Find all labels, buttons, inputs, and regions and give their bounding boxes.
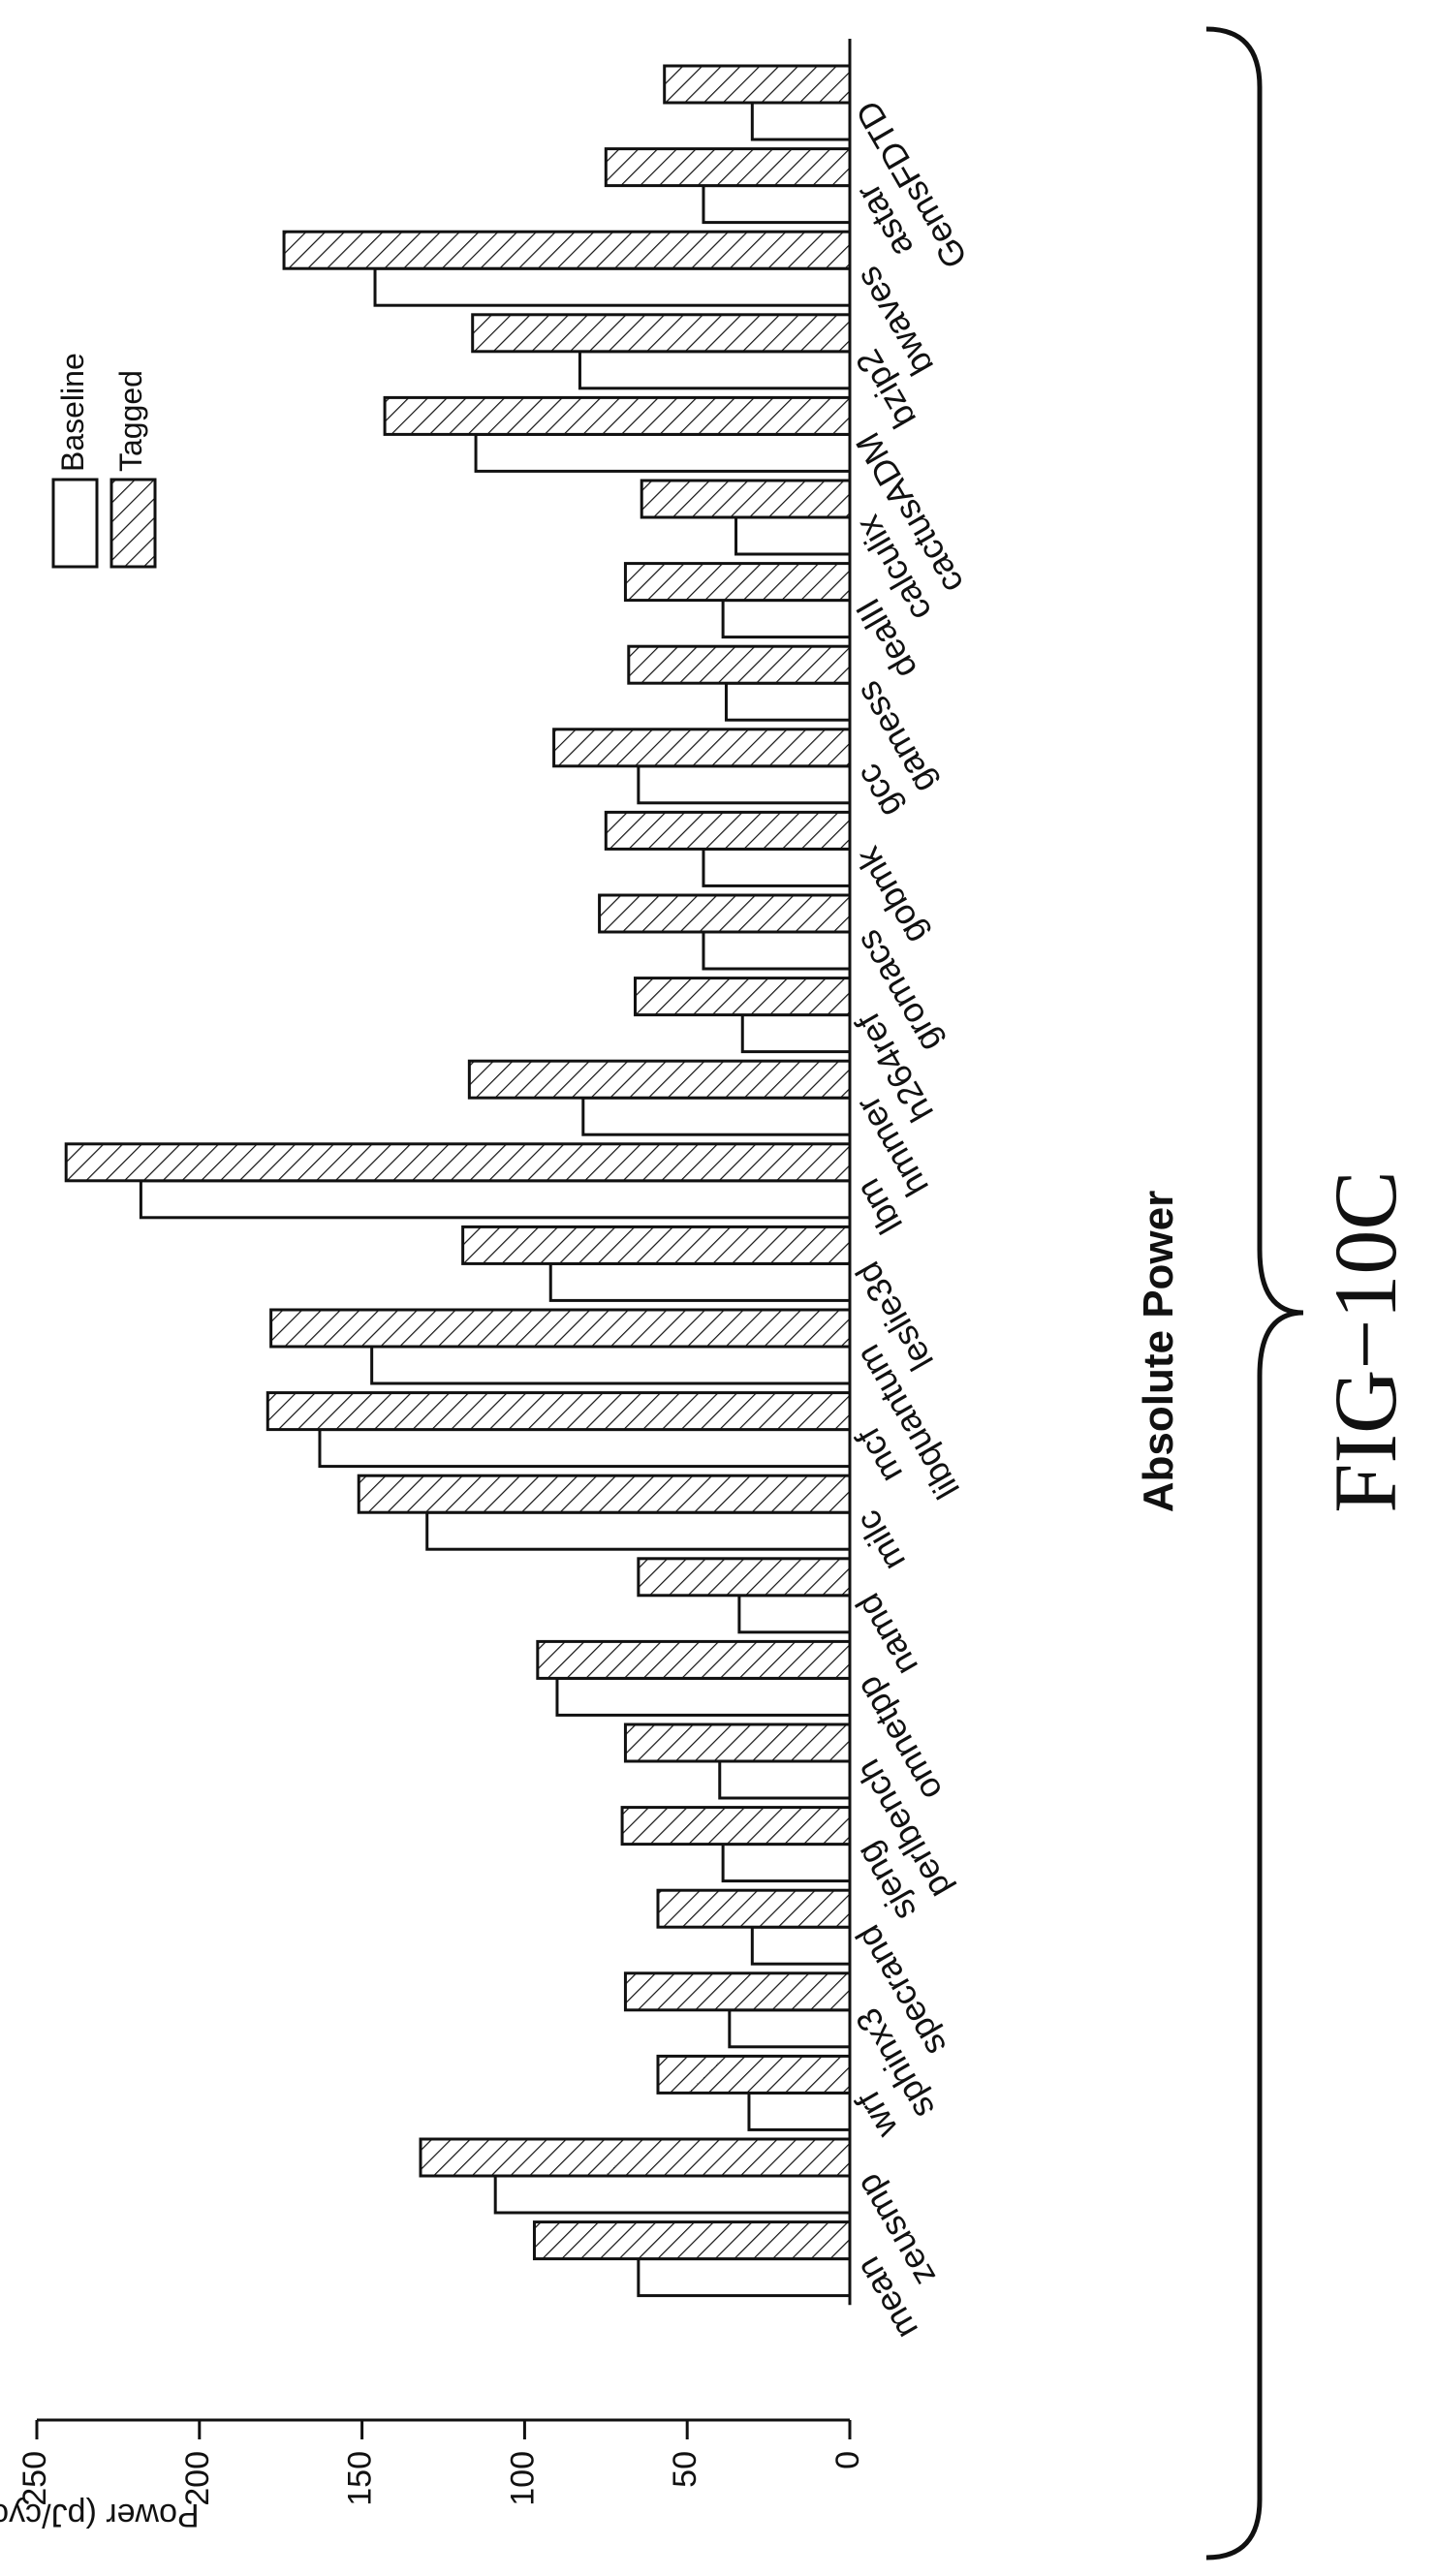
bar-baseline-namd [737,1594,852,1634]
bar-tagged-leslie3d [461,1225,852,1265]
bar-tagged-dealii [623,562,852,603]
category-label: namd [848,1587,926,1682]
bar-baseline-cactusadm [474,432,852,473]
bar-baseline-calculix [734,515,852,556]
bar-baseline-omnetpp [555,1676,852,1717]
bar-baseline-milc [425,1510,852,1551]
bar-baseline-libquantum [370,1345,852,1385]
bar-tagged-perlbench [623,1723,852,1763]
y-axis-title: Power (pJ/cycle) [0,2497,200,2533]
bar-baseline-lbm [139,1179,852,1220]
figure-label: FIG−10C [1316,1170,1415,1513]
value-axis: 0 50 100 150 200 250 [16,39,866,2506]
bar-tagged-cactusadm [383,395,852,436]
bar-tagged-wrf [656,2054,852,2095]
y-tick-label: 0 [829,2451,866,2469]
bar-baseline-sphinx3 [728,2008,852,2049]
bar-baseline-leslie3d [548,1261,852,1302]
bar-tagged-calculix [640,479,852,519]
bar-baseline-dealii [721,599,852,639]
bar-tagged-libquantum [269,1308,852,1349]
legend: Baseline Tagged [51,353,157,569]
bar-baseline-mean [637,2257,852,2298]
bar-tagged-mcf [266,1391,852,1432]
y-tick-label: 100 [504,2451,541,2506]
bar-tagged-bzip2 [471,313,852,354]
bar-baseline-bwaves [373,266,852,307]
bar-baseline-wrf [747,2091,852,2131]
bar-tagged-h264ref [634,977,852,1017]
bar-baseline-astar [702,184,852,225]
bar-tagged-astar [604,147,852,188]
legend-swatch-baseline [51,478,99,569]
bar-baseline-sjeng [721,1843,852,1883]
chart-title: Absolute Power [1135,1191,1182,1513]
bar-tagged-hmmer [467,1059,852,1100]
legend-label-baseline: Baseline [55,353,90,472]
bar-baseline-h264ref [740,1013,852,1054]
bar-tagged-sjeng [620,1806,852,1847]
bar-baseline-gemsfdtd [750,101,852,141]
bar-baseline-specrand [750,1925,852,1966]
bar-baseline-gobmk [702,847,852,887]
bar-tagged-milc [357,1474,852,1514]
bar-tagged-gcc [552,728,852,768]
plot-area: GemsFDTDastarbwavesbzip2cactusADMcalculi… [64,64,975,2345]
y-tick-label: 150 [342,2451,379,2506]
bar-baseline-hmmer [581,1096,852,1136]
bar-tagged-gobmk [604,810,852,851]
bar-tagged-omnetpp [536,1639,852,1680]
y-tick-label: 250 [16,2451,53,2506]
bar-tagged-gemsfdtd [663,64,852,105]
bar-tagged-mean [532,2220,852,2261]
y-tick-label: 200 [179,2451,216,2506]
category-label: gobmk [847,840,934,951]
bar-baseline-bzip2 [578,350,852,390]
bar-tagged-bwaves [282,230,852,270]
bar-tagged-specrand [656,1888,852,1929]
bar-baseline-perlbench [718,1759,852,1800]
legend-label-tagged: Tagged [113,370,148,472]
bar-tagged-gromacs [598,893,852,934]
bar-baseline-gamess [724,681,852,722]
bar-tagged-zeusmp [419,2137,852,2178]
y-tick-label: 50 [667,2451,703,2488]
category-label: milc [848,1504,913,1577]
bar-tagged-lbm [64,1142,852,1183]
bar-baseline-gromacs [702,930,852,971]
bar-baseline-gcc [637,764,852,805]
legend-swatch-tagged [109,478,157,569]
bar-tagged-gamess [627,644,852,685]
bar-tagged-namd [637,1557,852,1598]
bar-tagged-sphinx3 [623,1971,852,2012]
category-brace [1205,26,1304,2560]
bar-baseline-mcf [318,1428,852,1469]
bar-baseline-zeusmp [493,2174,852,2215]
